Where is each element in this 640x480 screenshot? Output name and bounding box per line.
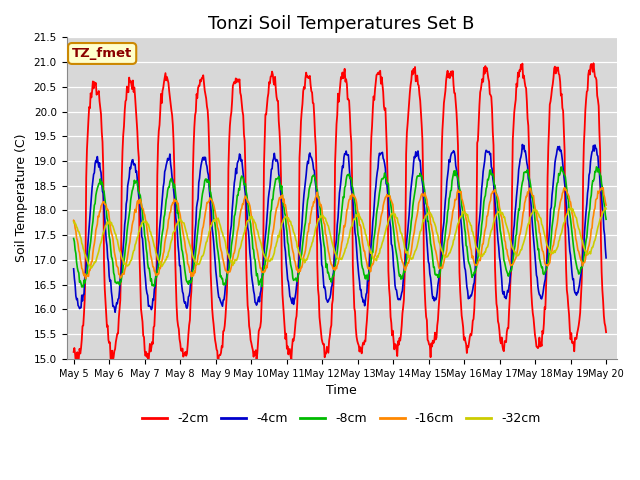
- Line: -8cm: -8cm: [74, 167, 606, 287]
- -16cm: [70, 217, 77, 223]
- -32cm: [135, 228, 143, 234]
- -8cm: [70, 236, 77, 241]
- -2cm: [189, 171, 196, 177]
- -32cm: [70, 219, 77, 225]
- Text: TZ_fmet: TZ_fmet: [72, 47, 132, 60]
- -32cm: [421, 216, 429, 222]
- -2cm: [405, 98, 413, 104]
- -8cm: [135, 189, 143, 195]
- -16cm: [135, 201, 143, 206]
- -8cm: [421, 187, 429, 193]
- -4cm: [70, 266, 77, 272]
- -32cm: [79, 246, 87, 252]
- -16cm: [79, 271, 87, 276]
- Legend: -2cm, -4cm, -8cm, -16cm, -32cm: -2cm, -4cm, -8cm, -16cm, -32cm: [138, 407, 546, 430]
- -2cm: [589, 60, 597, 66]
- -16cm: [561, 185, 568, 191]
- Line: -32cm: -32cm: [74, 207, 606, 268]
- -16cm: [405, 258, 413, 264]
- Title: Tonzi Soil Temperatures Set B: Tonzi Soil Temperatures Set B: [209, 15, 475, 33]
- -32cm: [189, 253, 196, 259]
- -8cm: [217, 273, 225, 278]
- -8cm: [593, 164, 600, 170]
- Line: -4cm: -4cm: [74, 144, 606, 312]
- -4cm: [111, 310, 119, 315]
- -32cm: [405, 253, 413, 259]
- -32cm: [217, 226, 225, 231]
- -8cm: [79, 284, 87, 290]
- -2cm: [602, 329, 610, 335]
- -16cm: [421, 190, 429, 196]
- -2cm: [135, 155, 143, 161]
- -16cm: [82, 276, 90, 281]
- -2cm: [80, 311, 88, 316]
- Line: -2cm: -2cm: [74, 63, 606, 368]
- -32cm: [602, 204, 609, 210]
- -2cm: [217, 350, 225, 356]
- -16cm: [189, 273, 196, 279]
- -16cm: [217, 247, 225, 253]
- -4cm: [405, 212, 413, 218]
- -4cm: [217, 300, 225, 305]
- -8cm: [405, 240, 413, 246]
- -2cm: [70, 349, 77, 355]
- -8cm: [189, 267, 196, 273]
- -2cm: [421, 286, 429, 292]
- -8cm: [80, 277, 88, 283]
- -4cm: [135, 193, 143, 199]
- -4cm: [518, 142, 526, 147]
- -4cm: [189, 259, 196, 265]
- X-axis label: Time: Time: [326, 384, 357, 397]
- -16cm: [602, 202, 610, 208]
- -8cm: [602, 216, 610, 222]
- Line: -16cm: -16cm: [74, 188, 606, 278]
- -32cm: [602, 206, 610, 212]
- -4cm: [79, 292, 87, 298]
- Y-axis label: Soil Temperature (C): Soil Temperature (C): [15, 134, 28, 263]
- -32cm: [88, 265, 95, 271]
- -4cm: [602, 255, 610, 261]
- -4cm: [421, 206, 429, 212]
- -2cm: [74, 365, 82, 371]
